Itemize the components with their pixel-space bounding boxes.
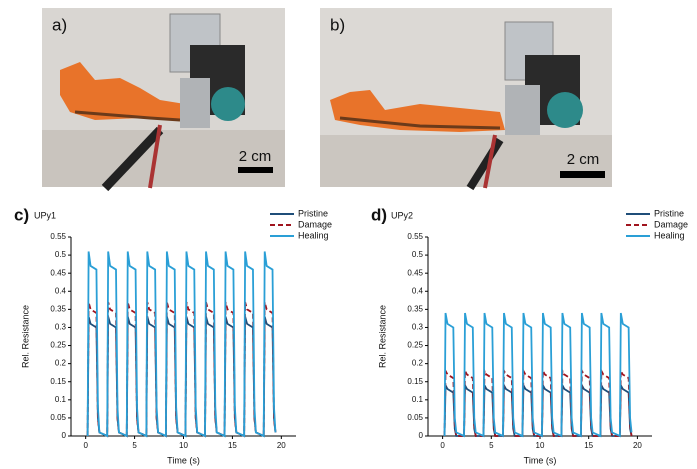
y-tick-label: 0.45 [50, 268, 66, 277]
chart-title: UPy1 [34, 210, 56, 220]
y-tick-label: 0 [419, 431, 424, 440]
y-tick-label: 0.1 [412, 395, 424, 404]
legend-label: Damage [654, 219, 688, 229]
x-tick-label: 15 [584, 441, 593, 450]
scale-bar-label: 2 cm [239, 148, 272, 165]
chart-title: UPy2 [391, 210, 413, 220]
y-tick-label: 0.25 [407, 341, 423, 350]
y-tick-label: 0.05 [50, 413, 66, 422]
y-tick-label: 0.15 [50, 377, 66, 386]
panel-label: a) [52, 15, 67, 34]
y-tick-label: 0.4 [412, 286, 424, 295]
panel-label: b) [330, 15, 345, 34]
photo-a [42, 8, 285, 192]
scale-bar-label: 2 cm [567, 151, 600, 168]
legend-label: Damage [298, 219, 332, 229]
x-tick-label: 10 [536, 441, 545, 450]
x-tick-label: 20 [633, 441, 642, 450]
series-line [86, 251, 277, 438]
x-tick-label: 10 [179, 441, 188, 450]
photo-b [320, 8, 612, 191]
series-line [443, 312, 633, 438]
legend-label: Healing [654, 230, 685, 240]
y-tick-label: 0 [62, 431, 67, 440]
panel-label: c) [14, 205, 29, 224]
y-tick-label: 0.25 [50, 341, 66, 350]
x-tick-label: 5 [489, 441, 494, 450]
y-tick-label: 0.1 [55, 395, 67, 404]
y-tick-label: 0.45 [407, 268, 423, 277]
scale-bar [560, 171, 605, 178]
y-tick-label: 0.15 [407, 377, 423, 386]
y-tick-label: 0.05 [407, 413, 423, 422]
legend-label: Pristine [298, 208, 328, 218]
y-tick-label: 0.4 [55, 286, 67, 295]
y-axis-label: Rel. Resistance [20, 305, 30, 368]
y-tick-label: 0.2 [412, 359, 424, 368]
y-axis-label: Rel. Resistance [377, 305, 387, 368]
y-tick-label: 0.3 [412, 323, 424, 332]
y-tick-label: 0.35 [407, 304, 423, 313]
y-tick-label: 0.55 [407, 232, 423, 241]
scale-bar [238, 167, 273, 173]
y-tick-label: 0.5 [412, 250, 424, 259]
x-tick-label: 5 [132, 441, 137, 450]
legend-label: Healing [298, 230, 329, 240]
y-tick-label: 0.2 [55, 359, 67, 368]
x-axis-label: Time (s) [524, 455, 557, 465]
x-tick-label: 15 [228, 441, 237, 450]
x-tick-label: 0 [440, 441, 445, 450]
y-tick-label: 0.55 [50, 232, 66, 241]
y-tick-label: 0.35 [50, 304, 66, 313]
panel-label: d) [371, 205, 387, 224]
y-tick-label: 0.3 [55, 323, 67, 332]
x-tick-label: 20 [277, 441, 286, 450]
x-tick-label: 0 [83, 441, 88, 450]
legend-label: Pristine [654, 208, 684, 218]
x-axis-label: Time (s) [167, 455, 200, 465]
y-tick-label: 0.5 [55, 250, 67, 259]
